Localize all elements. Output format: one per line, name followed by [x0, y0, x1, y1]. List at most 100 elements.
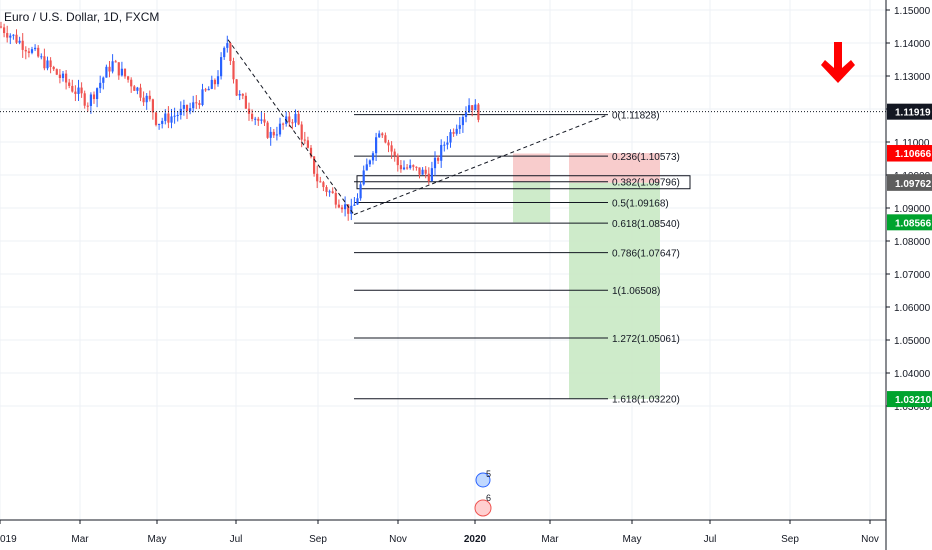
price-tick-label: 1.09000	[894, 204, 931, 215]
candle-body	[418, 167, 421, 175]
candle-body	[396, 155, 399, 166]
candle-body	[471, 105, 474, 111]
candle-body	[167, 113, 170, 123]
candle-body	[145, 95, 148, 103]
fib-level-label: 0.236(1.10573)	[612, 152, 680, 163]
candle-body	[6, 33, 9, 38]
candle-body	[3, 27, 6, 34]
candle-body	[316, 173, 319, 182]
fib-level-label: 0.786(1.07647)	[612, 249, 680, 260]
economic-event-marker[interactable]: 5	[475, 469, 491, 488]
candle-body	[474, 104, 477, 111]
candle-body	[257, 118, 260, 121]
event-count: 5	[486, 469, 491, 479]
time-tick-label: Sep	[781, 534, 799, 545]
candle-body	[421, 169, 424, 175]
time-tick-label: May	[148, 534, 167, 545]
candle-body	[43, 56, 46, 69]
candle-body	[378, 133, 381, 138]
price-tick-label: 1.06000	[894, 303, 931, 314]
price-tick-label: 1.03000	[894, 402, 931, 413]
candle-body	[148, 95, 151, 100]
fibonacci-extension[interactable]: 0(1.11828) 0.236(1.10573) 0.382(1.09796) 0.…	[354, 111, 691, 406]
candle-body	[390, 145, 393, 152]
candle-body	[213, 79, 216, 85]
candle-body	[238, 93, 241, 96]
candle-body	[406, 167, 409, 169]
candle-body	[142, 97, 145, 103]
candle-body	[21, 40, 24, 50]
candle-body	[139, 87, 142, 98]
candle-body	[192, 102, 195, 109]
candle-body	[27, 51, 30, 53]
candle-body	[158, 123, 161, 125]
position-zones[interactable]	[513, 153, 660, 400]
candle-body	[387, 142, 390, 146]
candle-body	[461, 116, 464, 126]
candle-body	[263, 119, 266, 123]
candle-body	[437, 157, 440, 161]
candle-body	[49, 60, 52, 67]
candle-body	[24, 49, 27, 52]
candle-body	[207, 88, 210, 91]
candle-body	[291, 122, 294, 124]
chart-title: Euro / U.S. Dollar, 1D, FXCM	[4, 10, 160, 24]
candle-body	[368, 160, 371, 165]
stop-loss-zone[interactable]	[513, 153, 550, 183]
candle-body	[201, 89, 204, 105]
signal-arrow	[821, 42, 855, 83]
event-flag-icon	[474, 499, 492, 517]
candle-body	[77, 87, 80, 94]
candle-body	[65, 73, 68, 83]
candle-body	[170, 116, 173, 123]
candle-body	[71, 85, 74, 92]
take-profit-zone[interactable]	[569, 182, 660, 400]
candle-body	[198, 103, 201, 105]
candle-body	[58, 74, 61, 78]
candle-body	[337, 204, 340, 208]
trend-line-up[interactable]	[353, 114, 609, 216]
candle-body	[52, 66, 55, 70]
fib-level-label: 0(1.11828)	[612, 111, 660, 122]
candle-body	[86, 105, 89, 107]
candle-body	[83, 93, 86, 106]
candle-body	[46, 60, 49, 69]
candle-body	[297, 113, 300, 125]
fib-level-label: 1(1.06508)	[612, 286, 660, 297]
candle-body	[424, 169, 427, 174]
event-markers[interactable]: 56	[474, 469, 492, 517]
candle-body	[9, 35, 12, 38]
candle-body	[399, 165, 402, 170]
candle-body	[99, 82, 102, 89]
candle-body	[272, 131, 275, 136]
candle-body	[117, 62, 120, 76]
candle-body	[0, 26, 3, 28]
fib-selection-box[interactable]	[356, 175, 691, 190]
stop-loss-zone[interactable]	[569, 153, 660, 183]
price-badge-label: 1.11919	[895, 108, 931, 119]
fib-level-label: 1.618(1.03220)	[612, 395, 680, 406]
economic-event-marker[interactable]: 6	[474, 493, 492, 517]
candle-body	[269, 131, 272, 138]
candle-body	[362, 170, 365, 185]
candle-body	[235, 79, 238, 96]
candle-body	[80, 87, 83, 94]
time-tick-label: Mar	[541, 534, 559, 545]
candle-body	[189, 108, 192, 111]
candle-body	[18, 40, 21, 43]
candle-body	[136, 87, 139, 91]
candle-body	[220, 57, 223, 77]
price-tick-label: 1.14000	[894, 39, 931, 50]
event-flag-icon	[475, 472, 491, 488]
candle-body	[402, 167, 406, 170]
candle-body	[412, 165, 415, 167]
candle-body	[458, 125, 461, 129]
price-badges: 1.119191.106511.106661.097841.097621.085…	[887, 103, 932, 408]
trend-drawings[interactable]	[227, 39, 609, 216]
candle-body	[275, 134, 278, 136]
price-tick-label: 1.13000	[894, 72, 931, 83]
trend-line-down[interactable]	[227, 39, 355, 215]
arrow-down-icon	[821, 42, 855, 83]
